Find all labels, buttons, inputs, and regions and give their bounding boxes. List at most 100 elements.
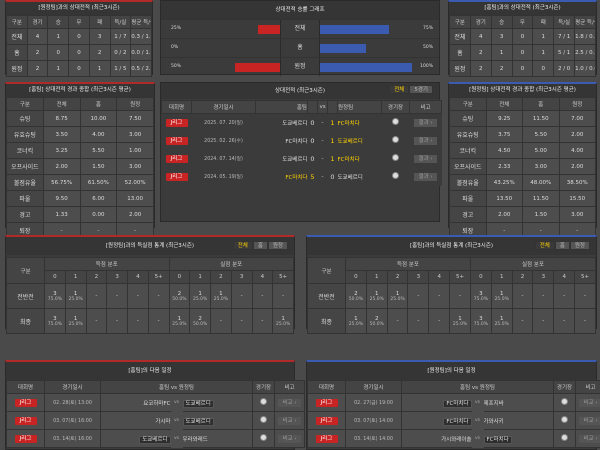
cell: 4 xyxy=(27,29,48,45)
percent: 25.0% xyxy=(190,297,210,302)
away-team[interactable]: 도쿄베르디 xyxy=(183,400,214,408)
home-team[interactable]: 가시마 xyxy=(155,419,170,425)
goal-count-header: 4 xyxy=(252,271,273,284)
dist-cell: - xyxy=(86,309,107,334)
cell: 홈 xyxy=(7,45,28,61)
col-header: 득/실 xyxy=(110,16,131,29)
home-team[interactable]: FC마치다 xyxy=(256,132,308,150)
league-badge[interactable]: J리그 xyxy=(166,173,188,181)
result-button[interactable]: 결과 › xyxy=(414,173,436,181)
count: - xyxy=(87,318,107,324)
cell: 56.75% xyxy=(43,175,80,191)
cell: 0 xyxy=(512,29,533,45)
match-row: J리그 2024. 07. 14(일) 도쿄베르디 0 - 1 FC마치다 결과… xyxy=(162,150,442,168)
cell: 오프사이드 xyxy=(7,159,44,175)
away-team[interactable]: 제프지바 xyxy=(484,401,504,407)
result-button[interactable]: 결과 › xyxy=(414,155,436,163)
home-team[interactable]: FC마치다 xyxy=(443,418,471,426)
ball-icon xyxy=(260,434,267,441)
tab-0[interactable]: 전체 xyxy=(389,85,409,94)
cell: 11.50 xyxy=(523,111,560,127)
league-badge[interactable]: J리그 xyxy=(15,417,37,425)
dist-cell: - xyxy=(107,309,128,334)
result-button[interactable]: 결과 › xyxy=(414,137,436,145)
tab-0[interactable]: 전체 xyxy=(233,241,253,250)
home-team[interactable]: 도쿄베르디 xyxy=(256,150,308,168)
graph-row: 25% 전체 75% xyxy=(161,19,439,38)
home-team[interactable]: 도쿄베르디 xyxy=(256,114,308,132)
cell: 3.50 xyxy=(43,127,80,143)
ball-icon xyxy=(260,398,267,405)
scored-header: 득점 분포 xyxy=(346,258,471,271)
compare-button[interactable]: 비교 › xyxy=(579,435,600,443)
cell: 38.50% xyxy=(559,175,596,191)
home-team[interactable]: FC마치다 xyxy=(443,400,471,408)
away-team[interactable]: 도쿄베르디 xyxy=(338,132,382,150)
home-team[interactable]: 도쿄베르디 xyxy=(139,436,170,444)
away-team[interactable]: 도쿄베르디 xyxy=(183,418,214,426)
goal-count-header: 5+ xyxy=(450,271,471,284)
col-header: 홈팀 vs 원정팀 xyxy=(402,381,554,394)
tab-2[interactable]: 원정 xyxy=(570,241,590,250)
cell: 코너킥 xyxy=(7,143,44,159)
away-team[interactable]: FC마치다 xyxy=(338,150,382,168)
dist-cell: - xyxy=(533,284,554,309)
cell: 4.00 xyxy=(559,143,596,159)
league-badge[interactable]: J리그 xyxy=(166,155,188,163)
away-team[interactable]: 도쿄베르디 xyxy=(338,168,382,186)
league-badge[interactable]: J리그 xyxy=(15,435,37,443)
goal-count-header: 0 xyxy=(45,271,66,284)
league-badge[interactable]: J리그 xyxy=(166,137,188,145)
result-button[interactable]: 결과 › xyxy=(414,119,436,127)
home-team[interactable]: 가시와레이솔 xyxy=(441,437,471,443)
away-team[interactable]: FC마치다 xyxy=(484,436,512,444)
cell: 코너킥 xyxy=(450,143,487,159)
cell: 2.5 / 0.5 xyxy=(575,45,596,61)
compare-button[interactable]: 비교 › xyxy=(579,417,600,425)
tab-1[interactable]: 홈 xyxy=(253,241,268,250)
percent: 75.0% xyxy=(471,297,491,302)
match-date: 2024. 07. 14(일) xyxy=(192,150,256,168)
cell: 2 / 0 xyxy=(554,61,575,77)
percent: 50.0% xyxy=(190,322,210,327)
tab-2[interactable]: 원정 xyxy=(268,241,288,250)
league-badge[interactable]: J리그 xyxy=(316,417,338,425)
col-header: 홈 xyxy=(523,98,560,111)
compare-button[interactable]: 비교 › xyxy=(278,399,300,407)
tab-1[interactable]: 홈 xyxy=(555,241,570,250)
win-rate-graph-panel: 상대전적 승률 그래프 25% 전체 75% 0% 홈 50% 50% 원정 1… xyxy=(160,0,440,75)
home-team[interactable]: FC마치다 xyxy=(256,168,308,186)
count: - xyxy=(554,318,574,324)
cell: 15.50 xyxy=(559,191,596,207)
away-team[interactable]: 우라와레드 xyxy=(183,437,208,443)
home-team[interactable]: 요코하마FC xyxy=(143,401,170,407)
league-badge[interactable]: J리그 xyxy=(166,119,188,127)
count: - xyxy=(513,318,533,324)
cell: 1 xyxy=(48,29,69,45)
away-team[interactable]: 가와사키 xyxy=(484,419,504,425)
compare-button[interactable]: 비교 › xyxy=(579,399,600,407)
away-team[interactable]: FC마치다 xyxy=(338,114,382,132)
match-row: J리그 2024. 05. 19(일) FC마치다 5 - 0 도쿄베르디 결과… xyxy=(162,168,442,186)
cell: 10.00 xyxy=(80,111,117,127)
league-badge[interactable]: J리그 xyxy=(316,435,338,443)
dist-cell: - xyxy=(231,309,252,334)
league-badge[interactable]: J리그 xyxy=(15,399,37,407)
percent: 50.0% xyxy=(170,297,190,302)
tab-0[interactable]: 전체 xyxy=(535,241,555,250)
tab-1[interactable]: 5경기 xyxy=(409,85,433,94)
compare-button[interactable]: 비교 › xyxy=(278,417,300,425)
league-badge[interactable]: J리그 xyxy=(316,399,338,407)
compare-button[interactable]: 비교 › xyxy=(278,435,300,443)
